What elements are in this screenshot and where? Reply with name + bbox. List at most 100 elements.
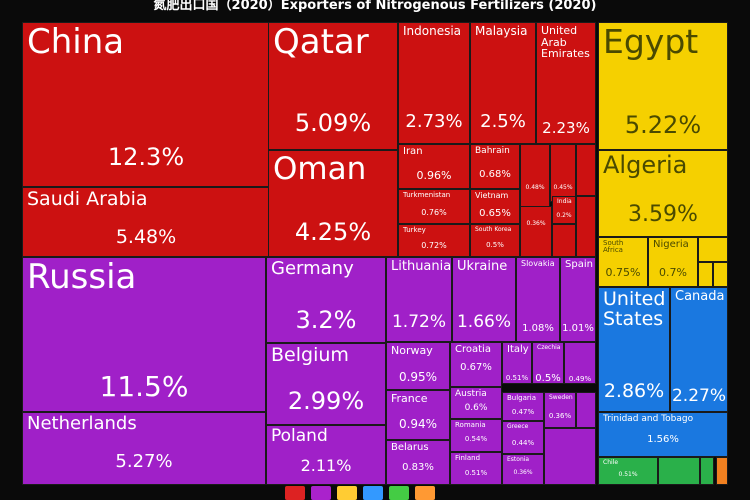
- tile-belgium[interactable]: Belgium 2.99%: [266, 343, 386, 425]
- minor-tile[interactable]: [544, 428, 596, 485]
- tile-name: Qatar: [273, 22, 369, 62]
- tree-icon[interactable]: [311, 486, 331, 500]
- tile-poland[interactable]: Poland 2.11%: [266, 425, 386, 485]
- tile-name: Egypt: [603, 22, 699, 61]
- tile-lithuania[interactable]: Lithuania 1.72%: [386, 257, 452, 342]
- tile-nigeria[interactable]: Nigeria 0.7%: [648, 237, 698, 287]
- tile-austria[interactable]: Austria 0.6%: [450, 387, 502, 419]
- tile-value: 0.47%: [511, 408, 535, 416]
- tile-unlabeled-0-15[interactable]: 0.36%: [520, 206, 552, 257]
- tile-algeria[interactable]: Algeria 3.59%: [598, 150, 728, 237]
- tile-italy[interactable]: Italy 0.51%: [502, 342, 532, 384]
- tile-unlabeled-0-14[interactable]: 0.45%: [550, 144, 576, 202]
- tile-turkmenistan[interactable]: Turkmenistan 0.76%: [398, 189, 470, 224]
- download-icon[interactable]: [415, 486, 435, 500]
- tile-south-africa[interactable]: South Africa 0.75%: [598, 237, 648, 287]
- tile-value: 0.36%: [548, 412, 572, 420]
- minor-tile[interactable]: [658, 457, 700, 485]
- chart-icon[interactable]: [337, 486, 357, 500]
- tile-czechia[interactable]: Czechia 0.5%: [532, 342, 564, 384]
- tile-value: 1.66%: [456, 312, 511, 332]
- tile-saudi-arabia[interactable]: Saudi Arabia 5.48%: [22, 187, 270, 257]
- tile-name: Netherlands: [27, 413, 137, 434]
- tile-name: Austria: [455, 389, 487, 399]
- tile-unlabeled-1-13[interactable]: 0.49%: [564, 342, 596, 384]
- tile-romania[interactable]: Romania 0.54%: [450, 419, 502, 452]
- tile-russia[interactable]: Russia 11.5%: [22, 257, 266, 412]
- tile-bahrain[interactable]: Bahrain 0.68%: [470, 144, 520, 189]
- minor-tile[interactable]: [576, 392, 596, 428]
- tile-estonia[interactable]: Estonia 0.36%: [502, 454, 544, 485]
- tile-bulgaria[interactable]: Bulgaria 0.47%: [502, 392, 544, 421]
- tile-sweden[interactable]: Sweden 0.36%: [544, 392, 576, 428]
- tile-vietnam[interactable]: Vietnam 0.65%: [470, 189, 520, 224]
- minor-tile[interactable]: [576, 144, 596, 196]
- tile-value: 3.59%: [628, 202, 698, 227]
- tile-value: 0.36%: [513, 469, 533, 476]
- tile-germany[interactable]: Germany 3.2%: [266, 257, 386, 343]
- tile-greece[interactable]: Greece 0.44%: [502, 421, 544, 454]
- tile-value: 0.51%: [618, 471, 638, 478]
- tile-name: Italy: [507, 344, 529, 355]
- tile-name: Chile: [603, 459, 619, 466]
- tile-name: Nigeria: [653, 239, 689, 250]
- tile-value: 0.5%: [535, 373, 561, 384]
- minor-tile[interactable]: [698, 262, 713, 287]
- table-icon[interactable]: [389, 486, 409, 500]
- tile-norway[interactable]: Norway 0.95%: [386, 342, 450, 390]
- minor-tile[interactable]: [698, 237, 728, 262]
- minor-tile[interactable]: [552, 224, 576, 257]
- tile-value: 0.51%: [464, 469, 488, 477]
- tile-canada[interactable]: Canada 2.27%: [670, 287, 728, 412]
- tile-india[interactable]: India 0.2%: [552, 196, 576, 224]
- tile-croatia[interactable]: Croatia 0.67%: [450, 342, 502, 387]
- tile-belarus[interactable]: Belarus 0.83%: [386, 440, 450, 485]
- share-icon[interactable]: [285, 486, 305, 500]
- tile-value: 0.75%: [605, 266, 641, 279]
- tile-spain[interactable]: Spain 1.01%: [560, 257, 596, 342]
- map-icon[interactable]: [363, 486, 383, 500]
- tile-name: Bulgaria: [507, 394, 537, 402]
- tile-name: Saudi Arabia: [27, 188, 148, 210]
- tile-oman[interactable]: Oman 4.25%: [268, 150, 398, 257]
- tile-name: Spain: [565, 259, 593, 270]
- tile-france[interactable]: France 0.94%: [386, 390, 450, 440]
- tile-name: South Korea: [475, 226, 512, 233]
- tile-united-states[interactable]: United States 2.86%: [598, 287, 670, 412]
- tile-ukraine[interactable]: Ukraine 1.66%: [452, 257, 516, 342]
- tile-trinidad-and-tobago[interactable]: Trinidad and Tobago 1.56%: [598, 412, 728, 457]
- tile-china[interactable]: China 12.3%: [22, 22, 270, 187]
- tile-value: 0.5%: [486, 241, 504, 249]
- minor-tile[interactable]: [716, 457, 728, 485]
- tile-value: 2.73%: [405, 111, 463, 132]
- tile-netherlands[interactable]: Netherlands 5.27%: [22, 412, 266, 485]
- minor-tile[interactable]: [713, 262, 728, 287]
- tile-value: 0.76%: [421, 208, 447, 217]
- tile-value: 0.95%: [398, 370, 438, 384]
- tile-chile[interactable]: Chile 0.51%: [598, 457, 658, 485]
- tile-name: Canada: [675, 289, 725, 304]
- tile-name: Iran: [403, 146, 423, 157]
- tile-value: 1.01%: [562, 323, 594, 334]
- tile-egypt[interactable]: Egypt 5.22%: [598, 22, 728, 150]
- tile-slovakia[interactable]: Slovakia 1.08%: [516, 257, 560, 342]
- tile-indonesia[interactable]: Indonesia 2.73%: [398, 22, 470, 144]
- tile-value: 5.48%: [115, 226, 177, 248]
- tile-finland[interactable]: Finland 0.51%: [450, 452, 502, 485]
- tile-unlabeled-0-13[interactable]: 0.48%: [520, 144, 550, 216]
- tile-qatar[interactable]: Qatar 5.09%: [268, 22, 398, 150]
- tile-name: France: [391, 392, 428, 405]
- tile-name: Czechia: [537, 344, 561, 351]
- tile-value: 0.72%: [421, 241, 447, 250]
- tile-united-arab-emirates[interactable]: United Arab Emirates 2.23%: [536, 22, 596, 144]
- tile-iran[interactable]: Iran 0.96%: [398, 144, 470, 189]
- tile-value: 0.54%: [464, 435, 488, 443]
- minor-tile[interactable]: [576, 196, 596, 257]
- tile-value: 0.36%: [526, 220, 546, 227]
- tile-turkey[interactable]: Turkey 0.72%: [398, 224, 470, 257]
- tile-south-korea[interactable]: South Korea 0.5%: [470, 224, 520, 257]
- minor-tile[interactable]: [700, 457, 714, 485]
- tile-malaysia[interactable]: Malaysia 2.5%: [470, 22, 536, 144]
- tile-value: 5.09%: [294, 109, 372, 137]
- tile-name: Greece: [507, 423, 529, 430]
